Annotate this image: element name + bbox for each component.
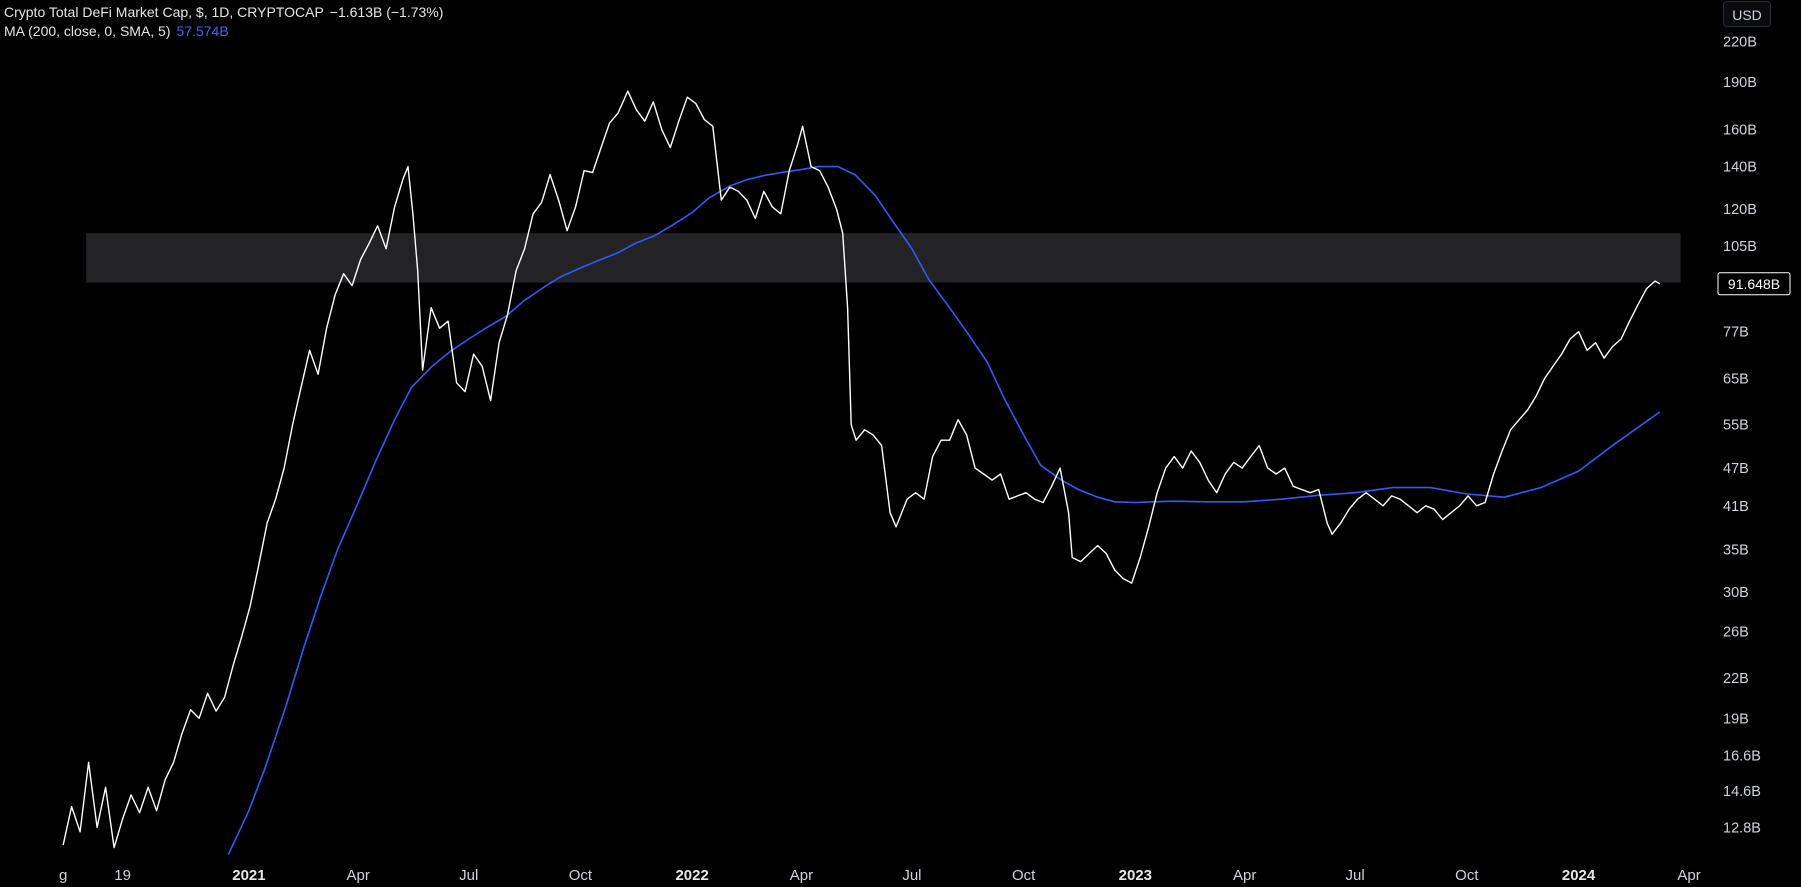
price-axis[interactable]: 220B 190B 160B 140B 120B 105B 77B 65B 55B 47B 41B 3… xyxy=(1723,35,1761,837)
legend-ma-label[interactable]: MA (200, close, 0, SMA, 5) xyxy=(4,23,171,39)
currency-button[interactable]: USD xyxy=(1723,1,1771,27)
last-price-label: 91.648B xyxy=(1717,272,1791,296)
y-tick-label: 65B xyxy=(1723,372,1749,388)
x-tick-label: Oct xyxy=(569,867,593,884)
y-tick-label: 120B xyxy=(1723,202,1757,218)
y-tick-label: 160B xyxy=(1723,123,1757,139)
price-line-layer xyxy=(62,90,1661,849)
y-tick-label: 35B xyxy=(1723,543,1749,559)
x-tick-label: Apr xyxy=(347,867,370,884)
x-tick-label: Oct xyxy=(1455,867,1479,884)
x-tick-label: Jul xyxy=(902,867,921,884)
y-tick-label: 190B xyxy=(1723,75,1757,91)
price-series-line[interactable] xyxy=(62,90,1661,849)
y-tick-label: 47B xyxy=(1723,461,1749,477)
x-tick-label: 2023 xyxy=(1119,867,1152,884)
time-axis[interactable]: g 19 2021 Apr Jul Oct 2022 Apr Jul Oct 2023 Apr Jul O… xyxy=(59,867,1701,884)
y-tick-label: 55B xyxy=(1723,418,1749,434)
y-tick-label: 14.6B xyxy=(1723,784,1761,800)
last-price-label-text: 91.648B xyxy=(1728,276,1780,292)
y-tick-label: 22B xyxy=(1723,671,1749,687)
y-tick-label: 105B xyxy=(1723,239,1757,255)
resistance-zone[interactable] xyxy=(86,233,1681,283)
x-tick-label: 2021 xyxy=(232,867,265,884)
x-tick-label: Oct xyxy=(1012,867,1036,884)
y-tick-label: 30B xyxy=(1723,585,1749,601)
last-price-label-box xyxy=(1717,272,1791,296)
x-tick-label: Apr xyxy=(1677,867,1700,884)
y-tick-label: 12.8B xyxy=(1723,820,1761,836)
x-tick-label: 2024 xyxy=(1562,867,1596,884)
x-tick-label: Jul xyxy=(1346,867,1365,884)
x-tick-label: Apr xyxy=(1233,867,1256,884)
y-tick-label: 140B xyxy=(1723,160,1757,176)
legend-ma-row: MA (200, close, 0, SMA, 5) 57.574B xyxy=(4,23,229,39)
x-tick-label: Jul xyxy=(459,867,478,884)
y-tick-label: 26B xyxy=(1723,625,1749,641)
y-tick-label: 19B xyxy=(1723,711,1749,727)
y-tick-label: 16.6B xyxy=(1723,749,1761,765)
x-tick-label: 19 xyxy=(114,867,131,884)
y-tick-label: 77B xyxy=(1723,325,1749,341)
x-tick-label: Apr xyxy=(790,867,813,884)
legend-symbol-title[interactable]: Crypto Total DeFi Market Cap, $, 1D, CRY… xyxy=(4,4,324,20)
x-tick-label: g xyxy=(59,867,67,884)
x-tick-label: 2022 xyxy=(675,867,708,884)
legend-symbol-row: Crypto Total DeFi Market Cap, $, 1D, CRY… xyxy=(4,4,443,20)
y-tick-label: 220B xyxy=(1723,35,1757,51)
ma-series-line[interactable] xyxy=(227,165,1661,855)
legend-ma-value: 57.574B xyxy=(176,23,229,39)
y-tick-label: 41B xyxy=(1723,499,1749,515)
legend-change-value: −1.613B (−1.73%) xyxy=(329,4,444,20)
resistance-zone-layer xyxy=(86,233,1681,283)
ma-line-layer xyxy=(227,165,1661,855)
